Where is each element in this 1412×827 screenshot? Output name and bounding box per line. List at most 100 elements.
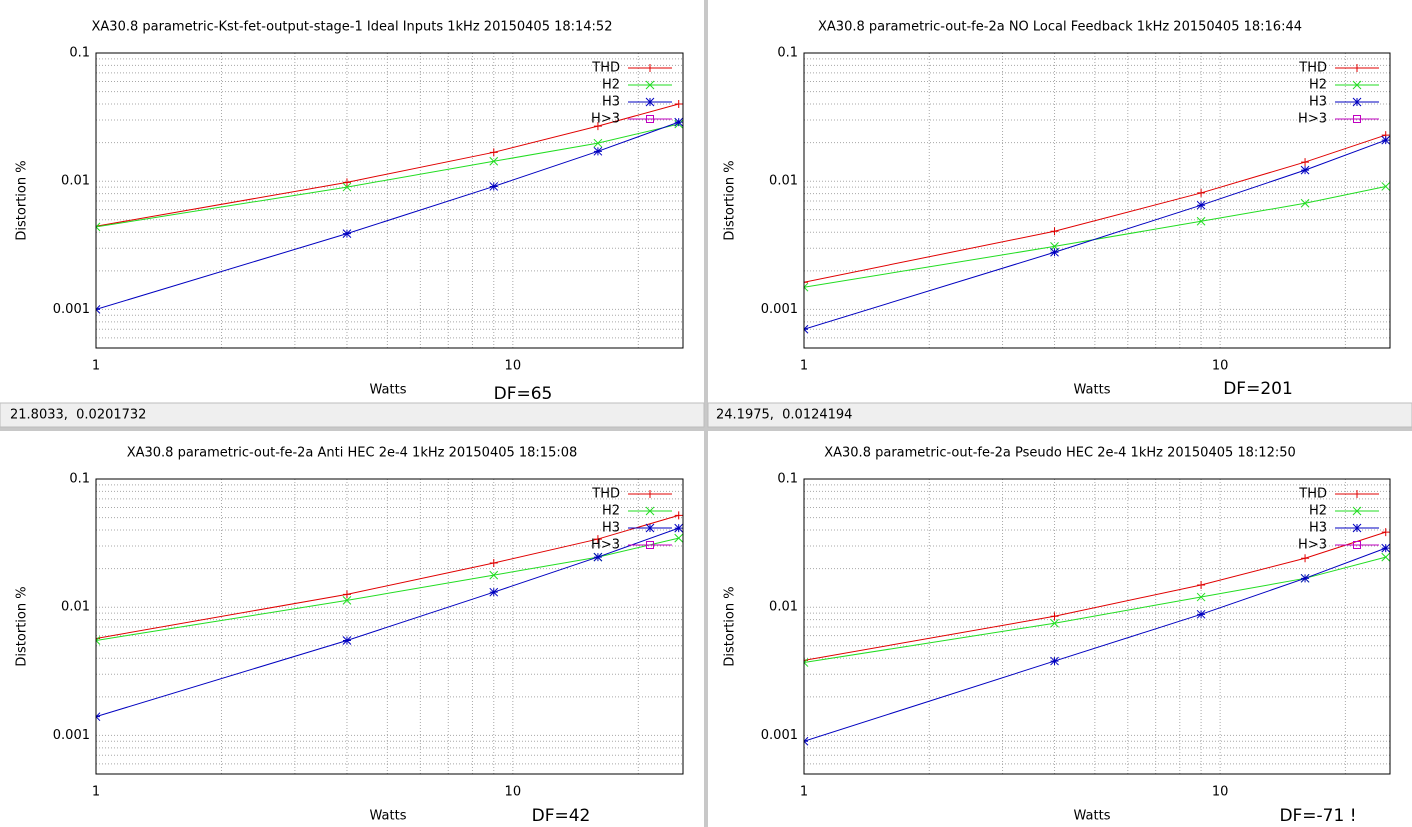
- data-point: [674, 100, 683, 109]
- legend-label: THD: [591, 61, 620, 76]
- x-tick-label: 10: [1212, 359, 1229, 374]
- x-axis-label: Watts: [1074, 809, 1111, 824]
- data-point: [1381, 135, 1390, 145]
- df-annotation: DF=201: [1223, 379, 1293, 399]
- y-tick-label: 0.001: [761, 302, 798, 317]
- data-point: [342, 178, 351, 187]
- plot-frame: [803, 52, 1391, 349]
- status-text: 21.8033, 0.0201732: [10, 408, 146, 423]
- data-point: [489, 182, 499, 191]
- y-tick-label: 0.001: [761, 728, 798, 743]
- df-annotation: DF=42: [532, 806, 591, 826]
- legend-marker: [645, 523, 655, 533]
- data-point: [342, 636, 352, 645]
- legend-marker: [646, 64, 654, 72]
- horizontal-divider: [0, 427, 1412, 431]
- data-point: [593, 552, 603, 562]
- data-point: [96, 636, 101, 645]
- legend-marker: [1353, 541, 1361, 549]
- x-tick-label: 10: [505, 359, 522, 374]
- y-tick-label: 0.1: [777, 46, 798, 61]
- legend-label: H>3: [1298, 112, 1327, 127]
- data-point: [804, 278, 808, 287]
- x-tick-label: 1: [800, 359, 808, 374]
- x-tick-label: 1: [92, 359, 100, 374]
- data-point: [593, 535, 602, 544]
- legend-marker: [645, 80, 655, 90]
- y-axis-label: Distortion %: [723, 586, 738, 666]
- legend-marker: [1352, 523, 1362, 533]
- legend-label: H3: [1309, 521, 1327, 536]
- chart-title: XA30.8 parametric-out-fe-2a Pseudo HEC 2…: [824, 446, 1296, 461]
- data-point: [1381, 182, 1390, 191]
- y-tick-label: 0.01: [61, 600, 90, 615]
- legend-label: H2: [1309, 504, 1327, 519]
- legend-label: H2: [602, 78, 620, 93]
- legend-label: H3: [1309, 95, 1327, 110]
- legend-marker: [1352, 506, 1362, 516]
- legend-label: H2: [1309, 78, 1327, 93]
- data-point: [674, 511, 683, 520]
- legend-label: THD: [1298, 487, 1327, 502]
- data-point: [342, 182, 352, 192]
- y-axis-label: Distortion %: [15, 160, 30, 240]
- legend-label: H3: [602, 521, 620, 536]
- legend-marker: [646, 541, 654, 549]
- data-point: [1196, 609, 1206, 619]
- df-annotation: DF=65: [494, 384, 553, 404]
- data-point: [1301, 158, 1310, 167]
- y-tick-label: 0.1: [69, 472, 90, 487]
- data-point: [804, 658, 809, 667]
- data-point: [1197, 581, 1206, 589]
- data-point: [1050, 618, 1059, 628]
- y-tick-label: 0.001: [53, 728, 90, 743]
- data-point: [489, 559, 498, 568]
- legend-label: H>3: [591, 538, 620, 553]
- data-point: [804, 282, 809, 292]
- legend-marker: [1352, 97, 1362, 107]
- chart-title: XA30.8 parametric-out-fe-2a NO Local Fee…: [818, 20, 1302, 35]
- x-tick-label: 1: [92, 785, 100, 800]
- y-tick-label: 0.01: [769, 600, 798, 615]
- data-point: [1381, 552, 1390, 562]
- data-point: [1050, 612, 1059, 621]
- legend-label: H>3: [1298, 538, 1327, 553]
- data-point: [489, 587, 499, 597]
- data-point: [1300, 165, 1310, 175]
- data-point: [489, 156, 499, 166]
- y-axis-label: Distortion %: [15, 586, 30, 666]
- data-point: [1300, 573, 1310, 583]
- status-bar: [707, 402, 1412, 428]
- df-annotation: DF=-71 !: [1279, 806, 1356, 826]
- legend-marker: [645, 506, 655, 516]
- vertical-divider: [704, 0, 708, 827]
- y-tick-label: 0.1: [777, 472, 798, 487]
- plot-area: [804, 131, 1390, 334]
- data-point: [342, 229, 352, 238]
- data-point: [674, 117, 683, 127]
- data-point: [593, 138, 603, 148]
- legend-marker: [646, 490, 654, 498]
- y-tick-label: 0.01: [61, 174, 90, 189]
- data-point: [1197, 188, 1206, 197]
- data-point: [674, 533, 683, 543]
- data-point: [1196, 216, 1206, 226]
- data-point: [1381, 543, 1390, 553]
- data-point: [1050, 227, 1059, 236]
- chart-title: XA30.8 parametric-Kst-fet-output-stage-1…: [92, 20, 613, 35]
- data-point: [342, 596, 352, 605]
- x-axis-label: Watts: [370, 383, 407, 398]
- y-tick-label: 0.1: [69, 46, 90, 61]
- legend-marker: [1353, 64, 1361, 72]
- data-point: [1196, 200, 1206, 210]
- x-axis-label: Watts: [1074, 383, 1111, 398]
- data-point: [1300, 198, 1310, 208]
- legend-marker: [646, 115, 654, 123]
- x-tick-label: 1: [800, 785, 808, 800]
- legend-marker: [1353, 115, 1361, 123]
- chart-title: XA30.8 parametric-out-fe-2a Anti HEC 2e-…: [127, 446, 578, 461]
- legend-label: H2: [602, 504, 620, 519]
- legend-marker: [1352, 80, 1362, 90]
- plot-frame: [803, 478, 1391, 775]
- legend-marker: [1353, 490, 1361, 498]
